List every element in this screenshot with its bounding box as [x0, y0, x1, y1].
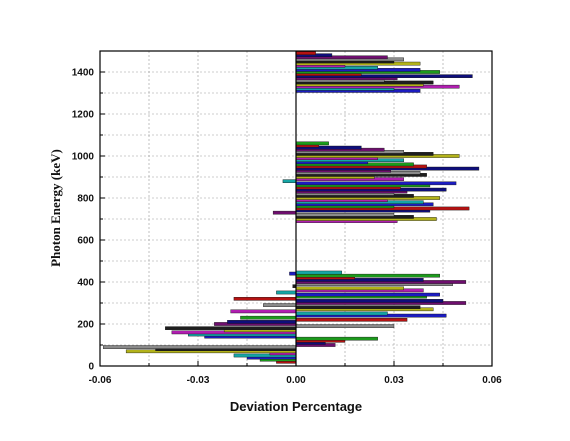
y-tick-label: 1200 — [72, 110, 95, 121]
bar — [295, 318, 408, 322]
y-tick-label: 800 — [77, 194, 94, 205]
bar — [165, 326, 297, 331]
y-tick-label: 1400 — [72, 68, 95, 79]
y-axis-ticks: 0 200 400 600 800 1000 1200 1400 — [72, 68, 105, 373]
y-tick-label: 400 — [77, 278, 94, 289]
x-axis-ticks: -0.06 -0.03 0.00 0.03 0.06 — [89, 361, 502, 386]
bar — [227, 320, 297, 324]
bar — [263, 303, 297, 307]
bar — [295, 292, 440, 297]
bar — [282, 179, 297, 184]
bar — [295, 181, 457, 186]
bar — [295, 305, 421, 310]
bar — [295, 141, 329, 146]
bar — [240, 315, 297, 320]
y-tick-label: 0 — [88, 362, 94, 373]
x-axis-title: Deviation Percentage — [230, 399, 362, 414]
y-tick-label: 600 — [77, 236, 94, 247]
x-tick-label: -0.03 — [187, 375, 210, 386]
y-tick-label: 1000 — [72, 152, 95, 163]
bar — [103, 345, 297, 349]
bar — [276, 290, 297, 295]
bar — [295, 336, 378, 341]
bar — [295, 273, 440, 278]
bar — [289, 271, 297, 276]
x-tick-label: -0.06 — [89, 375, 112, 386]
bar — [295, 299, 444, 303]
bar — [295, 324, 395, 328]
bar — [295, 286, 405, 291]
x-tick-label: 0.03 — [384, 375, 404, 386]
bar — [272, 210, 297, 215]
y-axis-title: Photon Energy (keV) — [48, 149, 63, 267]
x-tick-label: 0.00 — [286, 375, 306, 386]
bar — [295, 212, 395, 217]
bar — [233, 297, 297, 301]
bar — [295, 311, 388, 316]
bars-group — [103, 51, 480, 364]
bar — [295, 270, 342, 275]
bar — [230, 309, 297, 314]
y-tick-label: 200 — [77, 320, 94, 331]
bar — [295, 51, 316, 55]
x-tick-label: 0.06 — [482, 375, 502, 386]
